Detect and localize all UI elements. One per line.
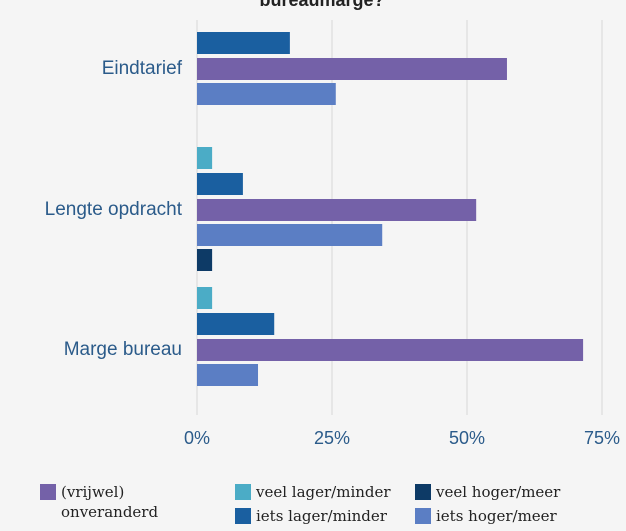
legend: veel lager/minder veel hoger/meer (vrijwel… bbox=[40, 482, 620, 526]
x-tick-label: 75% bbox=[584, 428, 620, 448]
legend-swatch bbox=[40, 484, 56, 500]
legend-swatch bbox=[235, 484, 251, 500]
y-tick-label: Eindtarief bbox=[102, 58, 183, 79]
bar bbox=[197, 287, 213, 309]
bar bbox=[197, 58, 507, 80]
bar bbox=[197, 313, 275, 335]
bar bbox=[197, 249, 213, 271]
bar bbox=[197, 83, 336, 105]
chart-title: bureaumarge? bbox=[259, 0, 384, 10]
legend-item: iets hoger/meer bbox=[415, 506, 615, 526]
legend-label: iets lager/minder bbox=[256, 507, 387, 525]
legend-label: (vrijwel) onveranderd bbox=[61, 483, 159, 521]
bar bbox=[197, 199, 477, 221]
bar bbox=[197, 339, 584, 361]
x-tick-label: 0% bbox=[184, 428, 210, 448]
y-tick-label: Lengte opdracht bbox=[45, 199, 183, 220]
x-tick-label: 25% bbox=[314, 428, 350, 448]
bar bbox=[197, 173, 243, 195]
legend-label: iets hoger/meer bbox=[436, 507, 557, 525]
legend-swatch bbox=[235, 508, 251, 524]
legend-item: iets lager/minder bbox=[235, 506, 415, 526]
bar bbox=[197, 364, 259, 386]
legend-swatch bbox=[415, 508, 431, 524]
bar bbox=[197, 224, 383, 246]
legend-label: veel lager/minder bbox=[256, 483, 391, 501]
chart: bureaumarge? 0% 25% 50% 75% Eindtarief Lengte… bbox=[45, 0, 620, 448]
legend-swatch bbox=[415, 484, 431, 500]
legend-item: veel lager/minder bbox=[235, 482, 415, 502]
legend-item: (vrijwel) onveranderd bbox=[40, 482, 235, 526]
bar bbox=[197, 147, 213, 169]
legend-item: veel hoger/meer bbox=[415, 482, 615, 502]
bar bbox=[197, 32, 290, 54]
y-tick-label: Marge bureau bbox=[64, 339, 182, 360]
legend-label: veel hoger/meer bbox=[436, 483, 561, 501]
x-tick-label: 50% bbox=[449, 428, 485, 448]
